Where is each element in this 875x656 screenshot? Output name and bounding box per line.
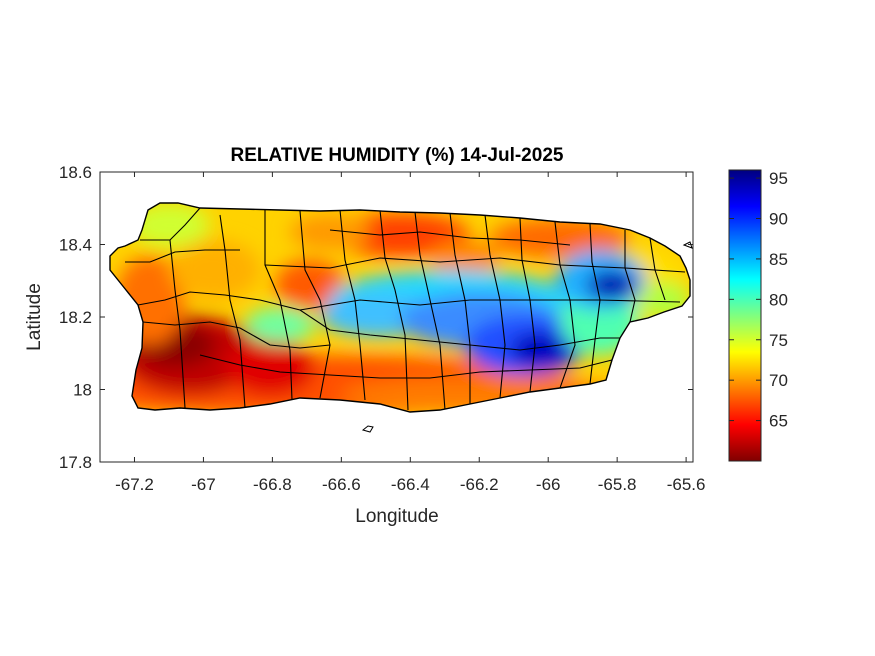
island-outline <box>109 202 691 413</box>
x-tick-label: -66.4 <box>391 475 430 494</box>
x-tick-label: -66.2 <box>460 475 499 494</box>
small-island-caja-de-muertos <box>361 425 374 433</box>
colorbar-tick-label: 70 <box>769 371 788 390</box>
x-axis-ticks: -67.2 -67 -66.8 -66.6 -66.4 -66.2 -66 -65.8 -65.… <box>115 172 705 494</box>
colorbar-tick-label: 95 <box>769 169 788 188</box>
x-tick-label: -65.6 <box>667 475 706 494</box>
y-tick-label: 18 <box>73 381 92 400</box>
colorbar <box>728 169 762 462</box>
municipality-boundaries <box>125 207 686 411</box>
y-axis-ticks: 17.8 18 18.2 18.4 18.6 <box>59 163 693 472</box>
x-tick-label: -65.8 <box>598 475 637 494</box>
x-tick-label: -66.8 <box>253 475 292 494</box>
colorbar-tick-label: 90 <box>769 210 788 229</box>
x-tick-label: -67 <box>191 475 216 494</box>
x-tick-label: -66 <box>536 475 561 494</box>
y-tick-label: 17.8 <box>59 453 92 472</box>
y-tick-label: 18.2 <box>59 308 92 327</box>
y-tick-label: 18.6 <box>59 163 92 182</box>
colorbar-ticks: 65 70 75 80 85 90 95 <box>729 169 788 431</box>
colorbar-tick-label: 75 <box>769 331 788 350</box>
chart-title: RELATIVE HUMIDITY (%) 14-Jul-2025 <box>231 145 564 166</box>
x-axis-label: Longitude <box>355 506 438 527</box>
colorbar-tick-label: 80 <box>769 290 788 309</box>
y-axis-label: Latitude <box>24 283 45 351</box>
y-tick-label: 18.4 <box>59 236 92 255</box>
colorbar-tick-label: 85 <box>769 250 788 269</box>
humidity-field <box>110 203 690 412</box>
colorbar-tick-label: 65 <box>769 412 788 431</box>
x-tick-label: -66.6 <box>322 475 361 494</box>
x-tick-label: -67.2 <box>115 475 154 494</box>
